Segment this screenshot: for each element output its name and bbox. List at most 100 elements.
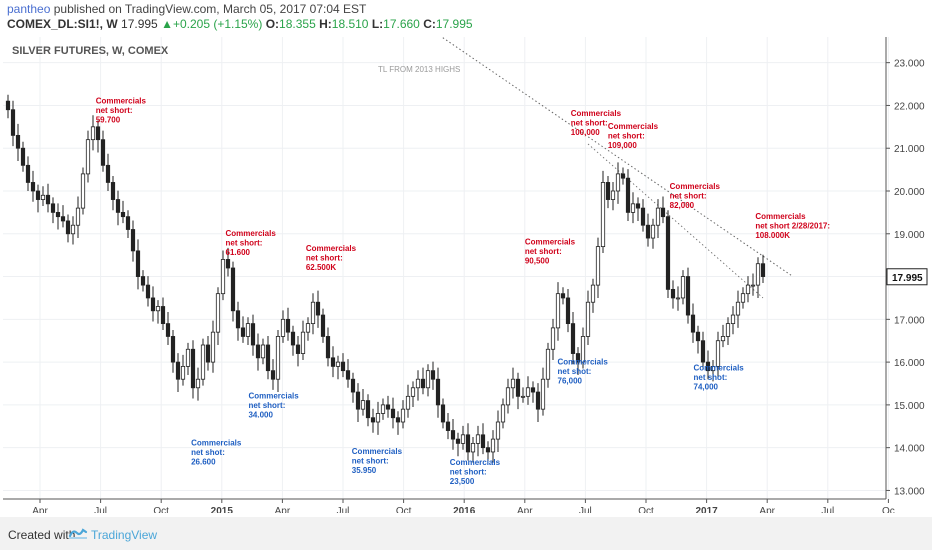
trendline xyxy=(422,23,794,277)
candle xyxy=(55,203,61,230)
candle-body-up xyxy=(735,301,741,316)
candle xyxy=(705,350,711,380)
candle xyxy=(325,327,331,367)
candle-body-down xyxy=(685,276,691,316)
quote-line: COMEX_DL:SI1!, W 17.995 ▲+0.205 (+1.15%)… xyxy=(7,17,473,31)
x-tick-label: Apr xyxy=(275,506,291,513)
annotation-line: Commercials xyxy=(306,244,357,253)
candle-body-up xyxy=(710,365,716,372)
candle xyxy=(405,384,411,418)
candle-body-up xyxy=(500,404,506,423)
candle-body-up xyxy=(475,434,481,444)
candle-body-down xyxy=(325,336,331,359)
candle-body-down xyxy=(10,109,16,136)
candle xyxy=(515,372,521,410)
candle xyxy=(175,353,181,393)
candle-body-down xyxy=(515,378,521,397)
candle-body-down xyxy=(760,263,766,277)
candle xyxy=(345,359,351,388)
candle-body-up xyxy=(460,434,466,444)
trendline xyxy=(587,143,764,299)
author-link[interactable]: pantheo xyxy=(7,2,51,16)
candle-body-down xyxy=(435,378,441,406)
candle xyxy=(205,336,211,371)
candle-body-down xyxy=(50,203,56,213)
candle xyxy=(670,280,676,309)
candle xyxy=(355,383,361,422)
candle-body-up xyxy=(75,207,81,226)
candle-body-up xyxy=(415,378,421,389)
candle-body-down xyxy=(665,216,671,290)
candle xyxy=(235,301,241,341)
candle xyxy=(640,199,646,232)
candle xyxy=(565,288,571,333)
candle xyxy=(40,186,46,206)
candle xyxy=(30,170,36,202)
candle-body-up xyxy=(550,327,556,350)
candle xyxy=(500,398,506,429)
candle xyxy=(475,425,481,457)
candle-body-up xyxy=(495,421,501,440)
annotation-line: net shot: xyxy=(558,367,592,376)
chart-container[interactable]: Commercials net short: 59.700 Commercials ne… xyxy=(3,23,929,517)
candle xyxy=(730,306,736,335)
x-tick-label: Oc xyxy=(882,506,895,513)
candle xyxy=(650,218,656,249)
candle-body-up xyxy=(210,331,216,363)
annotation-line: Commercials xyxy=(571,109,622,118)
candle xyxy=(390,397,396,429)
candle-body-down xyxy=(140,276,146,286)
candle-body-up xyxy=(400,408,406,423)
candle xyxy=(505,378,511,414)
candle xyxy=(115,190,121,226)
candle xyxy=(290,325,296,356)
y-tick-label: 15.000 xyxy=(894,401,925,412)
candle-body-down xyxy=(15,134,21,149)
candle xyxy=(725,317,731,345)
candle xyxy=(740,287,746,309)
candle xyxy=(425,364,431,397)
candle-body-down xyxy=(135,250,141,277)
candle-body-down xyxy=(570,323,576,354)
time-axis: Apr Jul Oct 2015 Apr Jul Oct 2016 Apr Jul Oct 2017 A… xyxy=(3,498,895,517)
candle-body-down xyxy=(25,164,31,183)
x-tick-label: Jul xyxy=(579,506,592,513)
candle-body-down xyxy=(175,361,181,380)
candle xyxy=(65,214,71,243)
candle-body-up xyxy=(755,263,761,286)
candle-body-up xyxy=(405,395,411,410)
x-tick-label: Apr xyxy=(759,506,775,513)
candle-body-down xyxy=(35,190,41,200)
candle xyxy=(305,317,311,341)
candle xyxy=(375,401,381,435)
candle-body-down xyxy=(110,182,116,200)
symbol-label: COMEX_DL:SI1!, W xyxy=(7,17,118,31)
tradingview-link[interactable]: TradingView xyxy=(91,528,158,542)
candle-body-down xyxy=(120,211,126,218)
candle-body-up xyxy=(425,370,431,389)
grid-lines xyxy=(3,37,889,499)
candle-body-down xyxy=(100,139,106,166)
candle xyxy=(535,383,541,422)
y-tick-label: 17.000 xyxy=(894,315,925,326)
candle-body-up xyxy=(220,259,226,295)
candle xyxy=(215,287,221,345)
candle xyxy=(195,367,201,401)
candle xyxy=(135,239,141,290)
candle xyxy=(450,419,456,450)
candle xyxy=(400,400,406,429)
x-tick-label: Oct xyxy=(153,506,169,513)
high-value: 18.510 xyxy=(331,17,369,31)
candle-body-down xyxy=(395,417,401,423)
candle-body-up xyxy=(410,387,416,397)
annotation-line: net short: xyxy=(525,247,562,256)
candle xyxy=(685,267,691,324)
candle xyxy=(490,430,496,463)
tradingview-logo-icon[interactable] xyxy=(68,526,88,545)
candle-body-down xyxy=(440,404,446,423)
candle xyxy=(385,395,391,418)
candle-body-up xyxy=(275,336,281,380)
